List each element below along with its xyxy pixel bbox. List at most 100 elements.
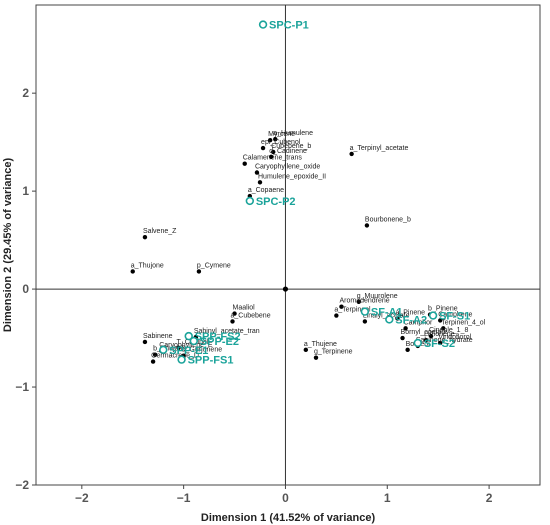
variable-point (423, 337, 429, 343)
variable-label: a_Cubebene (231, 312, 271, 319)
variable-label: Caryophyllene_oxide (255, 164, 320, 171)
variable-label: epi_Cubenol (261, 139, 301, 146)
variable-point (438, 318, 443, 323)
variable-label: Myrcene (268, 131, 295, 138)
object-point (360, 307, 370, 316)
variable-point (364, 223, 370, 228)
object-label: SPP-E2 (200, 336, 239, 348)
y-axis-title: Dimension 2 (29.45% of variance) (2, 158, 14, 333)
variable-label: Bornyl_acetate (401, 329, 448, 336)
object-label: SPC-P1 (269, 20, 309, 32)
variable-point (273, 137, 278, 142)
variable-label: a_Terpinyl_acetate (350, 145, 409, 152)
variable-point (395, 316, 400, 321)
variable-point (334, 313, 339, 318)
variable-point (230, 319, 235, 324)
x-tick-label: 0 (282, 491, 289, 505)
variable-label: Bourbonene_b (365, 216, 411, 223)
variable-point (441, 326, 446, 331)
object-label: SPP-FS2 (195, 331, 241, 343)
variable-label: Sabinene_hydrate (416, 337, 473, 344)
variable-point (349, 151, 354, 157)
variable-point (150, 359, 156, 364)
variable-point (142, 339, 148, 345)
object-label: SF-S2 (424, 338, 455, 350)
variable-point (242, 161, 247, 166)
object-point (428, 311, 438, 320)
object-label: SF-S1 (439, 311, 470, 323)
variable-point (142, 234, 148, 240)
reference-lines (36, 5, 540, 485)
variable-label: a_Pinene (395, 309, 425, 316)
variable-label: b_Thujone (153, 346, 186, 353)
variable-label: Limonene (424, 331, 455, 338)
y-tick-label: 2 (22, 86, 29, 100)
origin-point (282, 286, 289, 292)
variable-point (267, 137, 273, 143)
variable-point (303, 347, 309, 353)
y-tick-label: −2 (15, 478, 29, 492)
variable-label: Humulene_epoxide_II (258, 173, 326, 180)
object-label: SF-A2 (395, 314, 427, 326)
object-point (159, 345, 168, 355)
variable-label: d_Cadinene (269, 148, 307, 155)
variable-label: Salvene_Z (143, 228, 177, 235)
variable-point (313, 355, 319, 360)
variable-point (232, 311, 237, 316)
variable-label: Sabinyl_acetate_tran (194, 328, 260, 335)
variable-label: Viridoflorol (438, 334, 471, 341)
axis-ticks: −2 −1 0 1 2 −2 −1 0 1 2 (15, 86, 492, 505)
variable-point (405, 347, 410, 353)
variable-point (269, 154, 274, 160)
variable-label: b_Gurjunene (182, 347, 223, 354)
variable-point (196, 269, 202, 274)
variable-point (362, 319, 368, 324)
object-label: SF-A1 (371, 307, 403, 319)
variable-point (438, 340, 443, 346)
variable-point (130, 269, 135, 274)
variable-label: a_Humulene (273, 130, 313, 137)
x-tick-label: −1 (177, 491, 191, 505)
variable-label: a_Copaene (248, 187, 284, 194)
object-point (245, 196, 255, 206)
object-point (189, 336, 199, 346)
variable-label: Germacrene_D (151, 353, 199, 360)
object-label: SPC-P2 (256, 196, 296, 208)
plot-frame (35, 4, 541, 486)
variable-point (400, 335, 405, 341)
object-point (258, 20, 268, 29)
object-point (413, 338, 423, 348)
x-tick-label: 1 (384, 491, 391, 505)
y-tick-label: 1 (22, 184, 29, 198)
object-point (184, 331, 193, 341)
variable-point (356, 299, 361, 305)
y-tick-label: 0 (22, 282, 29, 296)
variable-label: g_Muurolene (357, 293, 398, 300)
variable-point (271, 149, 276, 155)
variable-label: Sabinene (143, 333, 173, 340)
variable-point (403, 326, 408, 331)
variable-point (260, 145, 266, 151)
x-tick-label: 2 (486, 491, 493, 505)
variable-label: Aromadendrene (339, 298, 389, 305)
variable-point (254, 170, 260, 175)
variable-label: p_Cymene (197, 262, 231, 269)
object-point (177, 355, 186, 364)
object-label: SPP-FS1 (188, 355, 234, 367)
variable-label: Camphene (438, 311, 472, 318)
variable-label: a_Thujene (304, 341, 337, 348)
variable-label: g_Terpinene (314, 349, 353, 356)
variable-label: Caryophyllene_E (159, 342, 213, 349)
variable-point (339, 304, 344, 309)
x-tick-label: −2 (75, 491, 89, 505)
variable-label: Linalyl_acetate (363, 312, 410, 319)
object-point (385, 315, 394, 324)
variable-point (428, 333, 434, 339)
variable-label: a_Terpineol (334, 307, 371, 314)
variable-label: a_Thujone (131, 262, 164, 269)
variable-point (176, 345, 181, 351)
variable-label: Terpinen_4_ol (441, 319, 485, 326)
variable-point (152, 352, 158, 357)
